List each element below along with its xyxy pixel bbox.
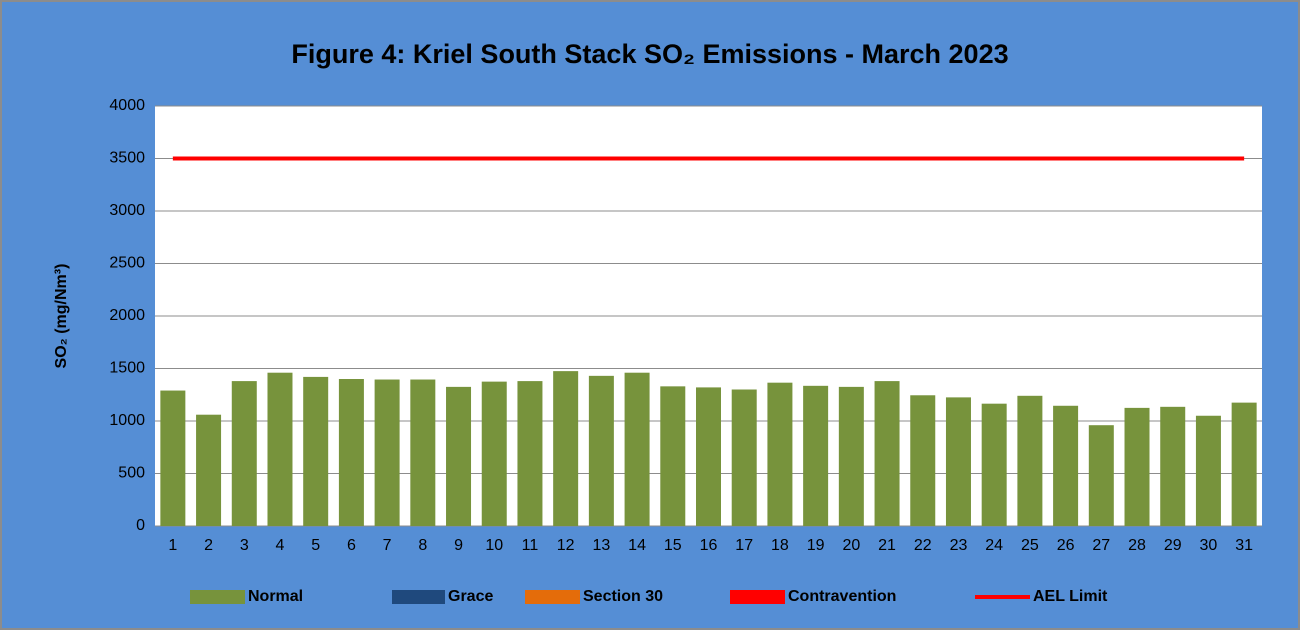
x-tick-label: 29 [1164,537,1182,554]
legend-label: Normal [248,588,303,605]
bar [803,385,829,526]
x-tick-label: 6 [347,537,356,554]
y-tick-label: 1500 [109,360,145,377]
x-tick-label: 26 [1057,537,1075,554]
legend-label: Grace [448,588,493,605]
x-tick-label: 2 [204,537,213,554]
y-tick-label: 4000 [109,97,145,114]
x-tick-label: 9 [454,537,463,554]
bar [731,389,757,526]
bar [517,381,543,526]
chart-title: Figure 4: Kriel South Stack SO₂ Emission… [291,39,1008,69]
bar [910,395,936,526]
bar [767,382,793,526]
x-tick-label: 25 [1021,537,1039,554]
legend-swatch [525,590,580,604]
x-tick-label: 19 [807,537,825,554]
bar [267,372,293,526]
bar [553,371,579,526]
bar [838,386,864,526]
bar [1195,415,1221,526]
bar [660,386,686,526]
x-tick-label: 27 [1092,537,1110,554]
y-tick-label: 2000 [109,307,145,324]
bar [945,397,971,526]
x-tick-label: 22 [914,537,932,554]
x-tick-label: 18 [771,537,789,554]
x-tick-label: 10 [485,537,503,554]
y-tick-label: 1000 [109,412,145,429]
bar [481,381,507,526]
x-tick-label: 8 [418,537,427,554]
bar [410,379,436,526]
bar [446,386,472,526]
bar [1088,425,1114,526]
bar [1017,395,1043,526]
legend-swatch [392,590,445,604]
bar [981,403,1007,526]
x-tick-label: 23 [950,537,968,554]
x-tick-label: 31 [1235,537,1253,554]
bar [338,379,364,526]
bar [196,414,222,526]
x-tick-label: 5 [311,537,320,554]
y-tick-label: 0 [136,517,145,534]
x-tick-label: 17 [735,537,753,554]
bar [303,376,329,526]
legend-label: AEL Limit [1033,588,1108,605]
bar [231,381,257,526]
x-tick-label: 3 [240,537,249,554]
bar [160,390,186,526]
legend-label: Contravention [788,588,896,605]
bar [1231,402,1257,526]
y-axis-label: SO₂ (mg/Nm³) [53,264,70,369]
bar [874,381,900,526]
bar [696,387,721,526]
bar [374,379,400,526]
x-tick-label: 30 [1200,537,1218,554]
x-tick-label: 21 [878,537,896,554]
y-tick-label: 3500 [109,150,145,167]
legend-swatch [190,590,245,604]
bar [588,375,614,526]
x-tick-label: 11 [522,537,539,554]
x-tick-label: 4 [276,537,285,554]
y-tick-label: 2500 [109,255,145,272]
x-tick-label: 13 [592,537,610,554]
bar [1124,407,1150,526]
x-tick-label: 16 [700,537,718,554]
y-tick-label: 500 [118,465,145,482]
bar [624,372,650,526]
x-tick-label: 28 [1128,537,1146,554]
legend-swatch [730,590,785,604]
x-tick-label: 1 [168,537,177,554]
bar [1053,405,1079,526]
x-tick-label: 20 [842,537,860,554]
x-tick-label: 14 [628,537,646,554]
x-tick-label: 12 [557,537,575,554]
legend-label: Section 30 [583,588,663,605]
x-tick-label: 7 [383,537,392,554]
x-tick-label: 15 [664,537,682,554]
bar [1160,406,1186,526]
y-tick-label: 3000 [109,202,145,219]
x-tick-label: 24 [985,537,1003,554]
